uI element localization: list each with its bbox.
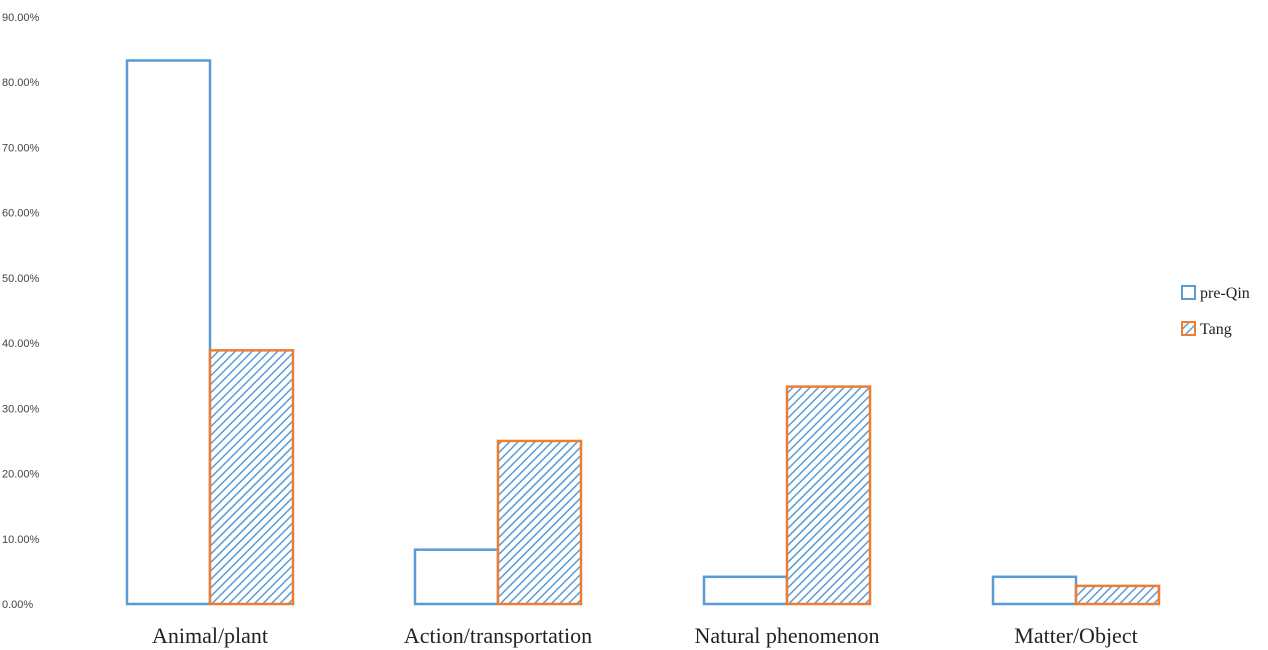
- bar-tang-action-transportation: [496, 439, 583, 606]
- y-tick-label: 90.00%: [2, 12, 40, 24]
- bar-pre-qin-matter-object: [991, 575, 1078, 606]
- legend-swatch: [1181, 321, 1196, 336]
- y-tick-label: 20.00%: [2, 469, 40, 481]
- legend: pre-Qin Tang: [1181, 285, 1250, 338]
- y-tick-label: 50.00%: [2, 273, 40, 285]
- x-tick-label: Natural phenomenon: [694, 623, 879, 648]
- x-tick-label: Matter/Object: [1014, 623, 1137, 648]
- y-tick-label: 30.00%: [2, 403, 40, 415]
- bar-pre-qin-natural-phenomenon: [702, 575, 789, 606]
- y-tick-label: 70.00%: [2, 142, 40, 154]
- bar-pre-qin-animal-plant: [125, 59, 212, 606]
- y-tick-label: 80.00%: [2, 77, 40, 89]
- bar-tang-matter-object: [1074, 584, 1161, 606]
- bar-pre-qin-action-transportation: [413, 548, 500, 606]
- bars: [125, 59, 1161, 606]
- y-tick-label: 40.00%: [2, 338, 40, 350]
- x-tick-label: Animal/plant: [152, 623, 268, 648]
- bar-tang-animal-plant: [208, 349, 295, 606]
- legend-swatch: [1181, 285, 1196, 300]
- y-tick-label: 60.00%: [2, 208, 40, 220]
- legend-label: Tang: [1200, 321, 1232, 338]
- legend-label: pre-Qin: [1200, 285, 1250, 302]
- x-tick-label: Action/transportation: [404, 623, 592, 648]
- bar-tang-natural-phenomenon: [785, 385, 872, 606]
- y-tick-label: 0.00%: [2, 599, 33, 611]
- y-tick-label: 10.00%: [2, 534, 40, 546]
- x-axis: Animal/plant Action/transportation Natural…: [152, 623, 1138, 648]
- y-axis: 0.00% 10.00% 20.00% 30.00% 40.00% 50.00% 60.00…: [2, 12, 40, 611]
